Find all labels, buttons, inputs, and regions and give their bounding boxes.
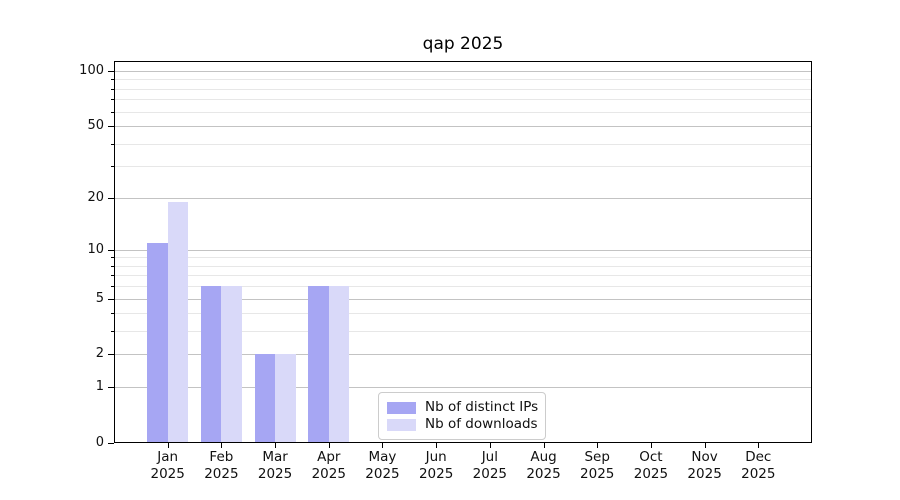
chart-legend: Nb of distinct IPs Nb of downloads <box>378 392 546 440</box>
y-axis-minor-tick <box>111 166 114 168</box>
plot-area-frame <box>114 61 812 443</box>
bar-apr-downloads <box>328 286 350 443</box>
y-minor-gridline <box>114 99 812 101</box>
y-axis-minor-tick <box>111 99 114 101</box>
y-axis-tick <box>108 387 114 389</box>
y-minor-gridline <box>114 143 812 145</box>
y-axis-minor-tick <box>111 111 114 113</box>
x-axis-tick <box>650 443 652 448</box>
y-major-gridline <box>114 71 812 72</box>
legend-label-distinct-ips: Nb of distinct IPs <box>425 399 539 415</box>
x-axis-tick <box>328 443 330 448</box>
x-axis-tick <box>543 443 545 448</box>
x-axis-tick <box>436 443 438 448</box>
bar-feb-distinct-ips <box>200 286 222 443</box>
y-axis-minor-tick <box>111 257 114 259</box>
y-axis-tick <box>108 354 114 356</box>
y-tick-label: 5 <box>95 290 104 306</box>
y-axis-tick <box>108 298 114 300</box>
y-axis-minor-tick <box>111 88 114 90</box>
y-axis-tick <box>108 126 114 128</box>
y-axis-minor-tick <box>111 79 114 81</box>
x-tick-label: Oct 2025 <box>633 449 669 482</box>
x-axis-tick <box>382 443 384 448</box>
y-minor-gridline <box>114 79 812 81</box>
bar-apr-distinct-ips <box>308 286 329 443</box>
legend-swatch-distinct-ips <box>387 401 416 414</box>
y-minor-gridline <box>114 286 812 288</box>
y-major-gridline <box>114 126 812 128</box>
x-tick-label: Aug 2025 <box>526 449 561 482</box>
y-tick-label: 1 <box>95 379 104 395</box>
y-minor-gridline <box>114 313 812 315</box>
y-axis-tick <box>108 197 114 199</box>
x-axis-tick <box>597 443 599 448</box>
y-axis-tick <box>108 249 114 251</box>
y-tick-label: 2 <box>95 346 104 362</box>
legend-swatch-downloads <box>387 418 416 431</box>
x-axis-tick <box>221 443 223 448</box>
y-tick-label: 50 <box>87 118 104 134</box>
x-tick-label: Dec 2025 <box>741 449 776 482</box>
x-tick-label: Nov 2025 <box>687 449 722 482</box>
legend-item-distinct-ips: Nb of distinct IPs <box>387 399 539 416</box>
x-tick-label: May 2025 <box>365 449 400 482</box>
legend-label-downloads: Nb of downloads <box>425 416 538 432</box>
y-minor-gridline <box>114 331 812 333</box>
x-tick-label: Jul 2025 <box>472 449 508 482</box>
x-axis-tick <box>489 443 491 448</box>
y-tick-label: 100 <box>79 63 104 78</box>
y-major-gridline <box>114 354 812 356</box>
chart-title: qap 2025 <box>422 34 504 54</box>
bar-mar-downloads <box>275 354 296 443</box>
y-major-gridline <box>114 298 812 300</box>
x-tick-label: Jun 2025 <box>418 449 454 482</box>
y-axis-minor-tick <box>111 313 114 315</box>
bar-jan-distinct-ips <box>147 242 168 443</box>
y-minor-gridline <box>114 275 812 277</box>
x-tick-label: Sep 2025 <box>580 449 615 482</box>
y-axis-minor-tick <box>111 275 114 277</box>
y-axis-minor-tick <box>111 143 114 145</box>
y-minor-gridline <box>114 257 812 259</box>
x-tick-label: Mar 2025 <box>257 449 293 482</box>
y-axis-minor-tick <box>111 265 114 267</box>
y-minor-gridline <box>114 166 812 168</box>
y-minor-gridline <box>114 88 812 90</box>
y-tick-label: 10 <box>87 241 104 257</box>
bar-feb-downloads <box>221 286 242 443</box>
y-axis-tick <box>108 443 114 444</box>
x-axis-tick <box>275 443 277 448</box>
y-major-gridline <box>114 249 812 251</box>
x-tick-label: Apr 2025 <box>311 449 346 482</box>
y-tick-label: 0 <box>95 435 104 450</box>
bar-jan-downloads <box>167 201 189 443</box>
x-axis-tick <box>758 443 760 448</box>
bar-mar-distinct-ips <box>254 354 276 443</box>
y-major-gridline <box>114 197 812 199</box>
x-tick-label: Feb 2025 <box>204 449 239 482</box>
y-tick-label: 20 <box>87 189 104 205</box>
y-major-gridline <box>114 387 812 389</box>
y-axis-minor-tick <box>111 286 114 288</box>
legend-item-downloads: Nb of downloads <box>387 416 538 433</box>
y-axis-minor-tick <box>111 331 114 333</box>
x-axis-tick <box>167 443 169 448</box>
y-minor-gridline <box>114 111 812 113</box>
x-axis-tick <box>704 443 706 448</box>
y-minor-gridline <box>114 265 812 267</box>
x-tick-label: Jan 2025 <box>150 449 185 482</box>
y-axis-tick <box>108 71 114 72</box>
